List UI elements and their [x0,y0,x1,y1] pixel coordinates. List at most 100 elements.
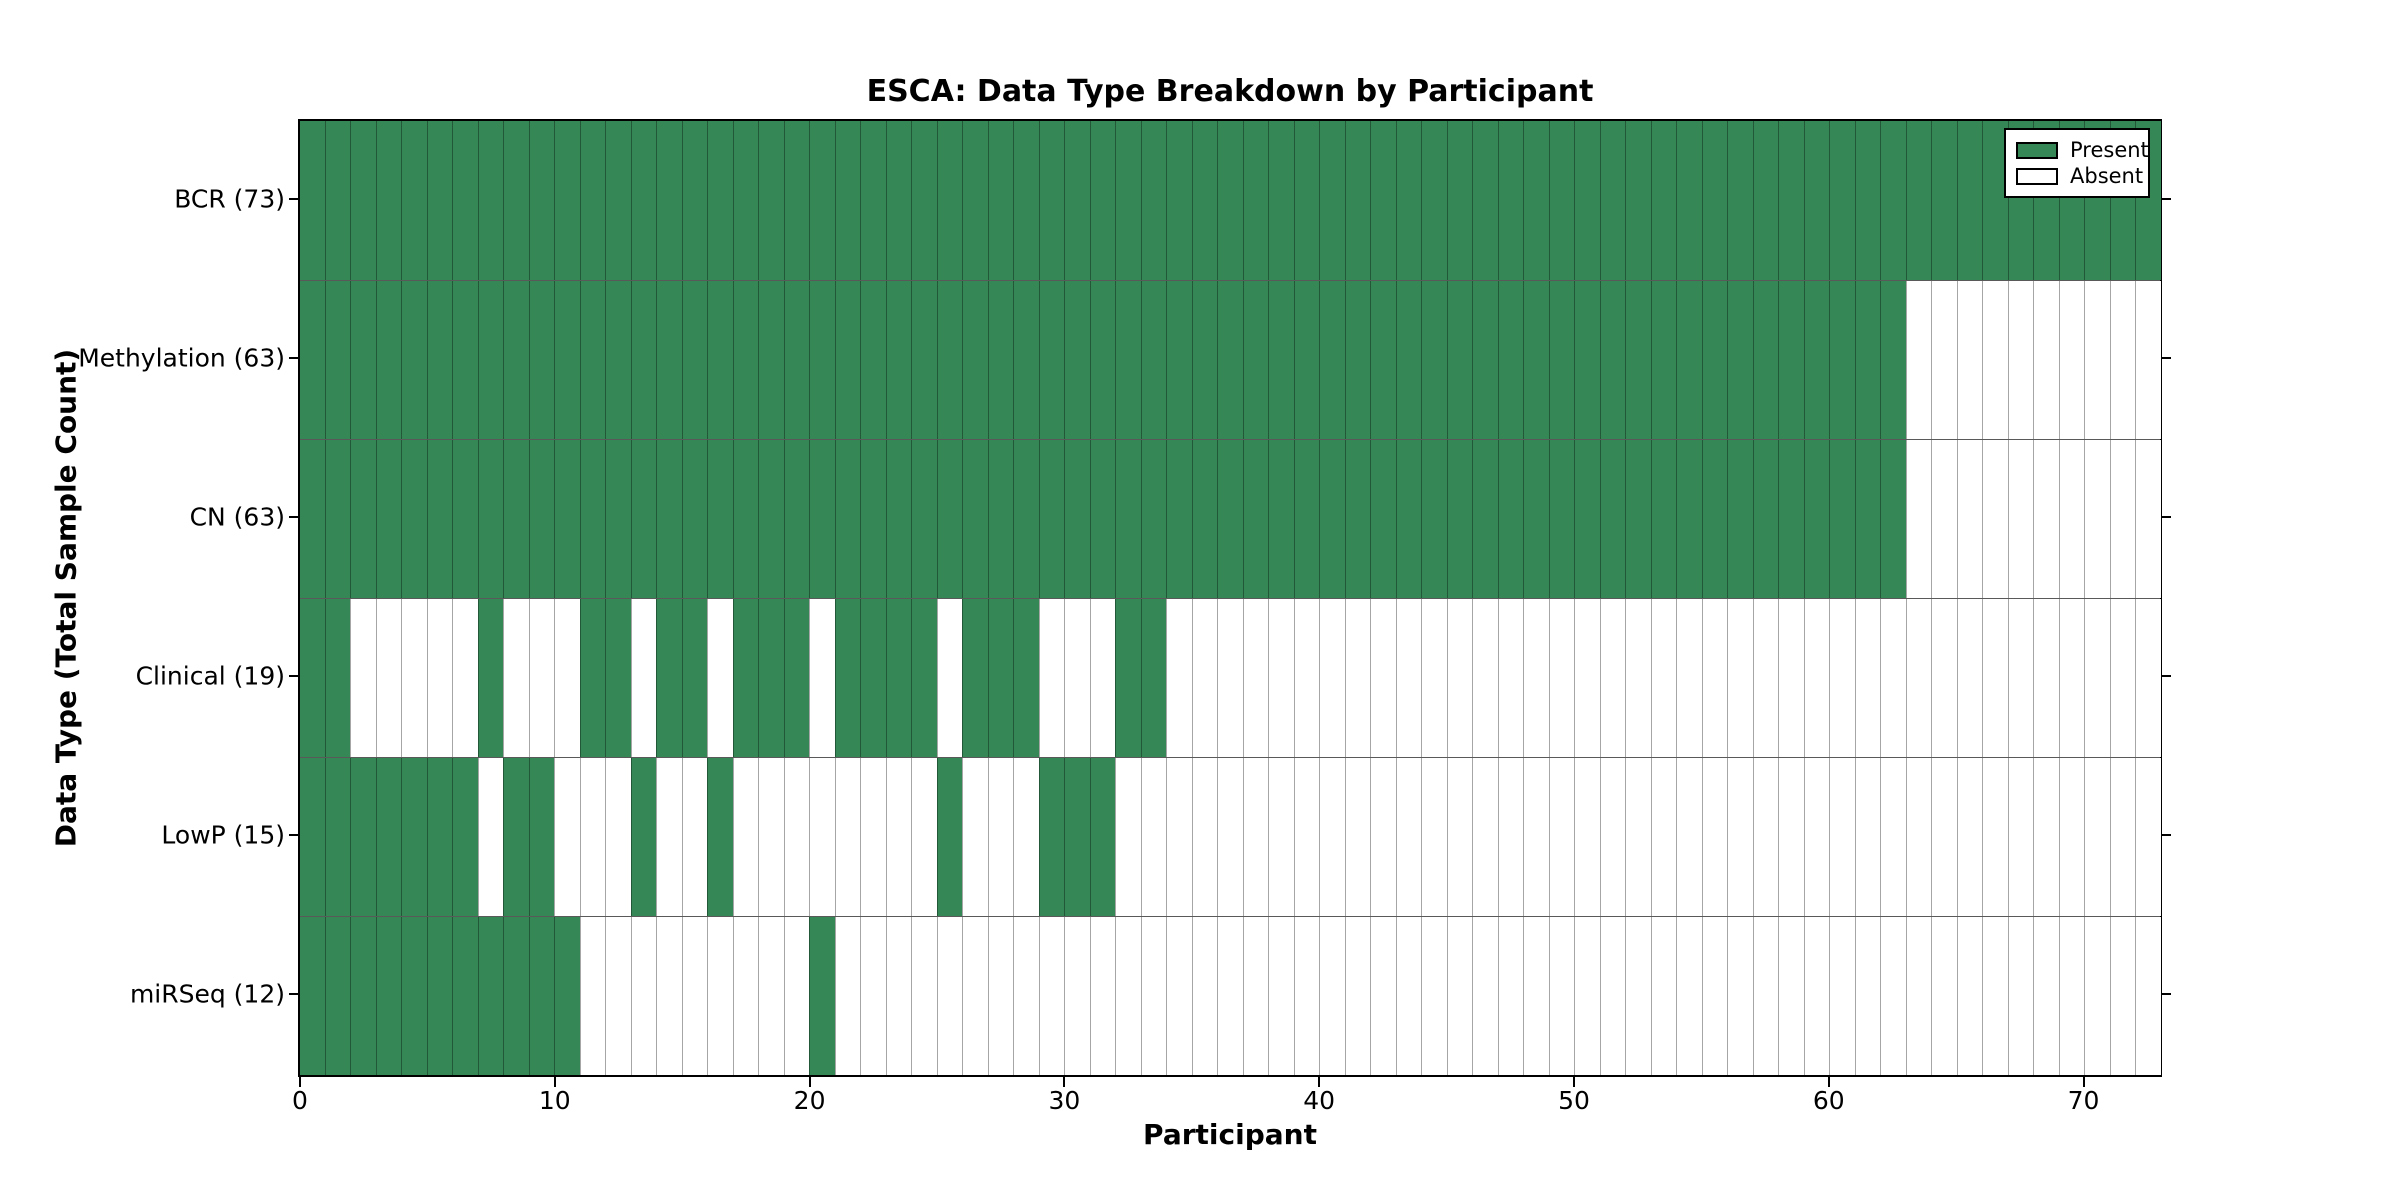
heatmap-cell [885,281,911,439]
heatmap-cell [1599,440,1625,598]
heatmap-cell [503,599,529,757]
heatmap-cell [2109,758,2135,916]
heatmap-cell [2135,917,2161,1075]
heatmap-cell [2058,599,2084,757]
heatmap-cell [1829,917,1855,1075]
heatmap-cell [1523,440,1549,598]
heatmap-cell [1191,440,1217,598]
heatmap-cell [375,917,401,1075]
heatmap-cell [1038,758,1064,916]
heatmap-cell [962,281,988,439]
heatmap-cell [2135,440,2161,598]
heatmap-cell [1956,599,1982,757]
heatmap-cell [936,599,962,757]
heatmap-cell [1880,599,1906,757]
heatmap-cell [1956,917,1982,1075]
heatmap-cell [1140,758,1166,916]
heatmap-cell [1089,440,1115,598]
heatmap-cell [1064,758,1090,916]
heatmap-cell [401,599,427,757]
heatmap-cell [605,758,631,916]
heatmap-cell [1013,758,1039,916]
heatmap-cell [1268,440,1294,598]
y-axis-label: Data Type (Total Sample Count) [49,348,83,848]
heatmap-cell [732,281,758,439]
heatmap-cell [1344,281,1370,439]
heatmap-cell [1268,758,1294,916]
heatmap-cell [809,440,835,598]
heatmap-cell [503,121,529,280]
heatmap-cell [1115,917,1141,1075]
heatmap-cell [1421,917,1447,1075]
heatmap-cell [1140,281,1166,439]
heatmap-cell [758,121,784,280]
heatmap-cell [1880,917,1906,1075]
heatmap-cell [324,121,350,280]
heatmap-cell [1217,440,1243,598]
heatmap-cell [605,281,631,439]
heatmap-cell [528,440,554,598]
y-tick-mark [289,515,298,518]
heatmap-cell [1778,121,1804,280]
heatmap-cell [1880,281,1906,439]
heatmap-cell [732,440,758,598]
heatmap-cell [1293,758,1319,916]
row-label-Methylation: Methylation (63) [78,343,285,372]
heatmap-cell [758,758,784,916]
heatmap-cell [1625,599,1651,757]
heatmap-cell [2007,440,2033,598]
heatmap-cell [1446,599,1472,757]
heatmap-cell [324,281,350,439]
heatmap-cell [554,281,580,439]
heatmap-cell [707,440,733,598]
heatmap-cell [1064,917,1090,1075]
heatmap-cell [732,599,758,757]
heatmap-cell [554,599,580,757]
x-tick-label: 50 [1558,1086,1590,1115]
heatmap-cell [2007,917,2033,1075]
plot-area [298,119,2162,1077]
heatmap-cell [1829,121,1855,280]
heatmap-cell [1854,917,1880,1075]
heatmap-cell [477,599,503,757]
heatmap-cell [1803,599,1829,757]
heatmap-cell [1395,917,1421,1075]
heatmap-cell [1982,917,2008,1075]
heatmap-cell [987,758,1013,916]
heatmap-cell [2109,599,2135,757]
heatmap-cell [1829,281,1855,439]
legend-swatch-present-icon [2016,141,2058,159]
heatmap-cell [1344,917,1370,1075]
heatmap-cell [1523,917,1549,1075]
heatmap-cell [1497,917,1523,1075]
heatmap-cell [1523,281,1549,439]
x-tick-mark [553,1077,556,1087]
heatmap-cell [452,440,478,598]
heatmap-cell [1778,758,1804,916]
heatmap-cell [1676,440,1702,598]
heatmap-cell [630,281,656,439]
heatmap-cell [809,758,835,916]
heatmap-cell [1013,121,1039,280]
heatmap-cell [1625,121,1651,280]
heatmap-cell [1038,440,1064,598]
heatmap-cell [1956,281,1982,439]
heatmap-row-BCR [300,121,2161,280]
heatmap-cell [962,599,988,757]
heatmap-cell [1191,758,1217,916]
heatmap-cell [1574,758,1600,916]
heatmap-cell [1727,440,1753,598]
heatmap-cell [605,599,631,757]
heatmap-cell [1089,917,1115,1075]
heatmap-cell [630,599,656,757]
heatmap-cell [1421,758,1447,916]
heatmap-cell [1472,440,1498,598]
heatmap-cell [1268,917,1294,1075]
heatmap-cell [2007,281,2033,439]
heatmap-cell [987,440,1013,598]
heatmap-cell [1574,599,1600,757]
heatmap-cell [1370,599,1396,757]
heatmap-cell [605,917,631,1075]
heatmap-cell [834,281,860,439]
heatmap-cell [401,121,427,280]
